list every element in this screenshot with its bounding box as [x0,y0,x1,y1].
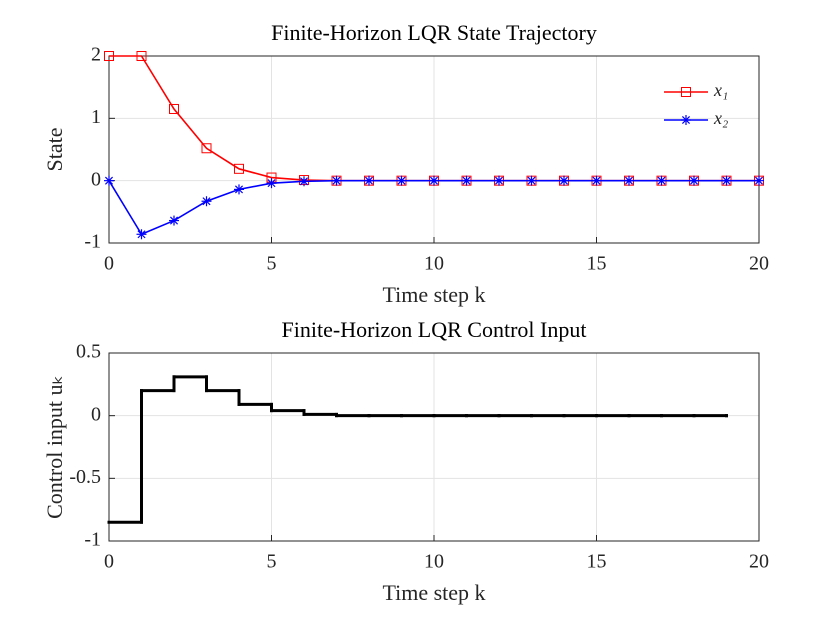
marker-stroke [137,230,146,239]
y-tick-label: -1 [84,231,101,253]
marker [754,175,764,186]
y-tick-label: 0 [91,168,101,190]
legend-marker [681,87,691,97]
marker-stroke [624,176,634,185]
marker [331,175,342,186]
marker [104,51,114,61]
x-tick-label: 10 [424,551,444,573]
x-axis-label: Time step k [382,282,485,307]
marker [689,175,699,186]
y-tick-label: -1 [84,529,101,551]
chart-title: Finite-Horizon LQR Control Input [282,317,587,342]
marker [559,175,569,186]
marker [461,175,472,186]
marker-stroke [234,185,244,194]
marker [169,103,179,114]
marker-stroke [299,177,309,186]
marker [429,175,439,186]
legend-label: x₂ [713,108,728,128]
marker-stroke [332,176,341,185]
marker-stroke [462,176,471,185]
marker [266,178,277,189]
marker-stroke [689,176,699,185]
y-axis-label: State [42,128,67,172]
legend-label: x₁ [713,80,728,100]
marker-stroke [202,197,211,206]
marker-stroke [397,176,406,185]
y-tick-label: -0.5 [69,466,101,488]
y-tick-label: 1 [91,106,101,128]
y-tick-label: 2 [91,44,101,66]
marker-stroke [364,176,374,185]
marker-stroke [681,115,691,125]
x-axis-label: Time step k [382,580,485,605]
marker [656,175,667,186]
x-tick-label: 5 [267,253,277,275]
marker [526,175,537,186]
marker [591,175,602,186]
marker-stroke [267,179,276,188]
marker-stroke [169,216,179,225]
x-tick-label: 0 [104,551,114,573]
marker-stroke [754,176,764,185]
chart-title: Finite-Horizon LQR State Trajectory [271,20,597,45]
marker-stroke [104,176,114,185]
marker-stroke [559,176,569,185]
legend-marker [681,115,691,125]
marker-stroke [429,176,439,185]
marker [299,176,309,187]
y-tick-label: 0.5 [76,341,101,363]
marker [104,175,114,186]
marker-stroke [527,176,536,185]
marker [136,51,147,61]
axes-box [108,55,760,244]
marker [234,163,244,174]
axes-box [108,352,760,542]
marker [721,175,732,186]
marker-stroke [722,176,731,185]
x-tick-label: 15 [587,551,607,573]
marker [396,175,407,186]
x-tick-label: 20 [749,253,769,275]
marker-stroke [657,176,666,185]
marker [169,215,179,226]
marker [201,143,212,154]
x-tick-label: 15 [587,253,607,275]
x-tick-label: 20 [749,551,769,573]
x-tick-label: 5 [267,551,277,573]
marker [201,196,212,207]
marker [364,175,374,186]
marker [624,175,634,186]
marker [494,175,504,186]
marker-stroke [494,176,504,185]
x-tick-label: 0 [104,253,114,275]
y-axis-label: Control input uₖ [42,375,67,519]
marker [234,184,244,195]
y-tick-label: 0 [91,403,101,425]
marker [136,229,147,240]
x-tick-label: 10 [424,253,444,275]
marker-stroke [592,176,601,185]
